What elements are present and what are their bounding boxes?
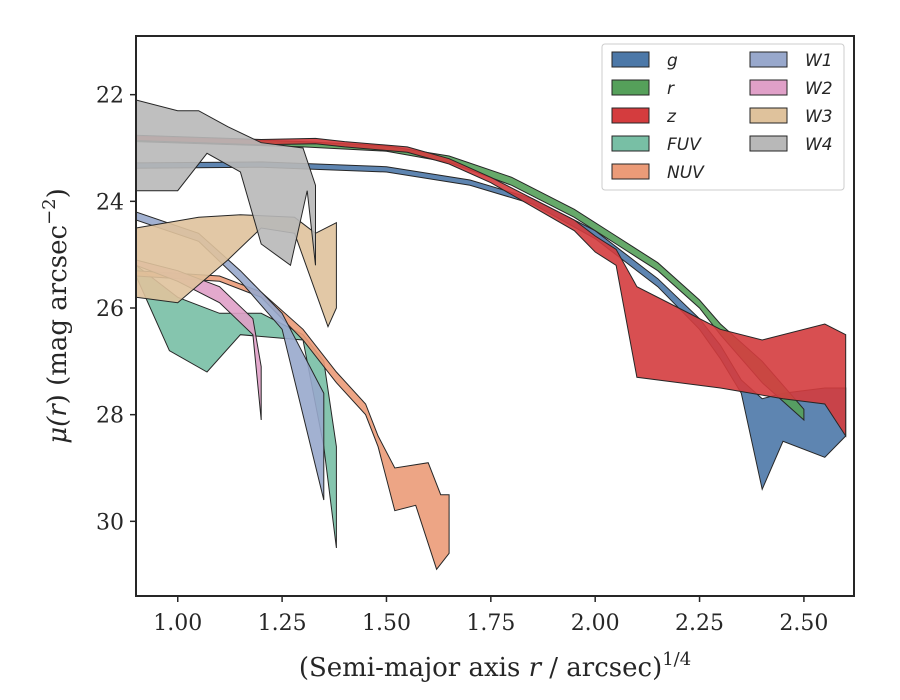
y-tick-label: 26 xyxy=(96,297,124,322)
legend-label-g: g xyxy=(667,51,678,71)
series-band-w4 xyxy=(136,99,316,267)
x-axis-label-var: r xyxy=(529,653,543,683)
y-axis-label-var: r xyxy=(43,403,73,417)
legend-swatch-w2 xyxy=(749,79,788,96)
x-axis-label-main: (Semi-major axis xyxy=(299,653,529,683)
legend-label-w2: W2 xyxy=(805,79,833,99)
y-axis-label-paren: ) (mag arcsec xyxy=(43,225,73,404)
legend-swatch-w1 xyxy=(749,51,788,68)
legend-label-w4: W4 xyxy=(805,135,833,155)
legend-swatch-fuv xyxy=(611,135,650,152)
y-tick-label: 24 xyxy=(96,190,124,215)
y-tick-label: 28 xyxy=(96,404,124,429)
y-axis-label-close: ) xyxy=(43,188,73,198)
legend-swatch-w3 xyxy=(749,107,788,124)
x-tick-label: 2.00 xyxy=(571,611,620,636)
x-tick-label: 1.75 xyxy=(466,611,515,636)
legend-label-nuv: NUV xyxy=(667,163,705,183)
x-axis-label: (Semi-major axis r / arcsec)1/4 xyxy=(299,649,691,683)
legend-label-w1: W1 xyxy=(805,51,833,71)
y-axis-label-sup: −2 xyxy=(39,198,60,225)
plot-frame xyxy=(135,35,855,597)
x-tick-label: 1.50 xyxy=(362,611,411,636)
y-axis-label-mu: μ( xyxy=(43,416,73,444)
legend-swatch-g xyxy=(611,51,650,68)
y-tick-label: 22 xyxy=(96,84,124,109)
legend-swatch-z xyxy=(611,107,650,124)
x-tick-label: 1.25 xyxy=(258,611,307,636)
legend-label-r: r xyxy=(667,79,675,99)
series-band-w3 xyxy=(136,214,337,329)
legend-label-w3: W3 xyxy=(805,107,833,127)
x-axis-ticks: 1.00 1.25 1.50 1.75 2.00 2.25 2.50 xyxy=(153,596,828,636)
y-axis-label: μ(r) (mag arcsec−2) xyxy=(39,188,73,444)
legend: grz FUV NUV W1 W2 W3 W4 xyxy=(601,43,845,191)
x-tick-label: 1.00 xyxy=(153,611,202,636)
x-tick-label: 2.25 xyxy=(675,611,724,636)
x-tick-label: 2.50 xyxy=(779,611,828,636)
x-axis-label-sup: 1/4 xyxy=(662,649,691,670)
y-axis-ticks: 22 24 26 28 30 xyxy=(96,84,136,535)
series-layer xyxy=(136,99,847,571)
legend-swatch-r xyxy=(611,79,650,96)
legend-swatch-w4 xyxy=(749,135,788,152)
legend-label-fuv: FUV xyxy=(667,135,702,155)
x-axis-label-rest: / arcsec) xyxy=(541,653,662,683)
legend-label-z: z xyxy=(666,107,677,127)
y-tick-label: 30 xyxy=(96,510,124,535)
legend-swatch-nuv xyxy=(611,163,650,180)
series-band-z xyxy=(136,134,847,438)
